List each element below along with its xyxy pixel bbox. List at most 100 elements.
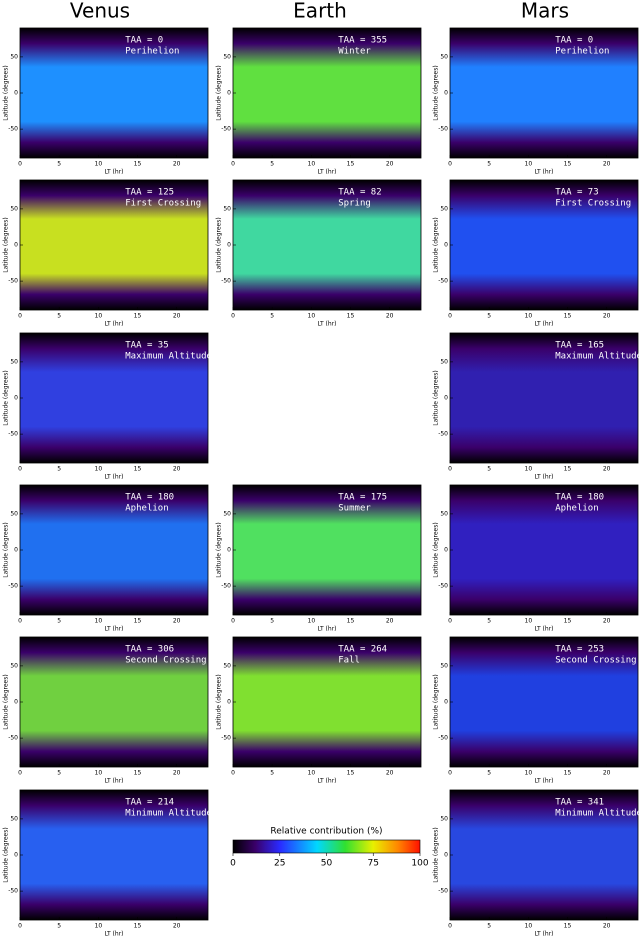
x-tick-label: 15 [347,770,355,777]
annotation: Perihelion [555,47,609,57]
y-tick-label: 50 [440,815,448,822]
x-tick-label: 20 [603,618,611,625]
x-tick-label: 10 [308,770,316,777]
annotation: TAA = 125 [125,188,174,198]
contour-field [19,636,209,768]
x-axis-label: LT (hr) [534,474,553,481]
y-axis-label: Latitude (degrees) [433,674,440,729]
y-tick-label: -50 [438,431,448,438]
y-tick-label: 0 [14,547,18,554]
annotation: Maximum Altitude [125,352,212,362]
annotation: TAA = 264 [338,645,387,655]
x-tick-label: 20 [386,618,394,625]
y-tick-label: 0 [14,852,18,859]
y-tick-label: -50 [221,583,231,590]
y-axis-label: Latitude (degrees) [3,217,10,272]
annotation: TAA = 180 [125,493,174,503]
x-tick-label: 5 [57,313,61,320]
x-tick-label: 10 [308,618,316,625]
y-tick-label: 50 [440,53,448,60]
annotation: TAA = 180 [555,493,604,503]
column-title: Mars [521,0,569,23]
y-tick-label: 50 [223,662,231,669]
colorbar-title: Relative contribution (%) [270,827,382,837]
annotation: Winter [338,47,371,57]
y-tick-label: 50 [223,510,231,517]
y-tick-label: 0 [14,242,18,249]
annotation: TAA = 341 [555,798,604,808]
x-tick-label: 15 [564,466,572,473]
x-tick-label: 10 [95,770,103,777]
x-tick-label: 10 [308,313,316,320]
x-axis-label: LT (hr) [534,778,553,785]
y-tick-label: 0 [444,242,448,249]
x-tick-label: 10 [95,923,103,930]
x-axis-label: LT (hr) [104,626,123,633]
annotation: TAA = 73 [555,188,598,198]
y-tick-label: -50 [438,126,448,133]
x-tick-label: 10 [95,466,103,473]
x-axis-label: LT (hr) [534,169,553,176]
x-tick-label: 15 [134,161,142,168]
y-tick-label: 0 [444,699,448,706]
annotation: TAA = 214 [125,798,174,808]
x-tick-label: 0 [231,770,235,777]
x-tick-label: 15 [134,313,142,320]
y-axis-label: Latitude (degrees) [216,522,223,577]
x-tick-label: 20 [173,923,181,930]
x-tick-label: 0 [448,466,452,473]
contour-field [232,636,422,768]
annotation: Aphelion [555,504,598,514]
y-axis-label: Latitude (degrees) [216,217,223,272]
x-tick-label: 0 [18,313,22,320]
annotation: Second Crossing [555,656,636,666]
annotation: Maximum Altitude [555,352,639,362]
x-tick-label: 15 [564,770,572,777]
y-tick-label: -50 [438,888,448,895]
x-tick-label: 15 [564,161,572,168]
x-tick-label: 20 [603,466,611,473]
y-axis-label: Latitude (degrees) [433,827,440,882]
contour-field [449,789,639,921]
annotation: Aphelion [125,504,168,514]
y-tick-label: 50 [10,510,18,517]
y-tick-label: 50 [10,53,18,60]
y-tick-label: 50 [440,205,448,212]
x-tick-label: 0 [18,923,22,930]
contour-field [449,27,639,159]
x-tick-label: 10 [308,161,316,168]
x-tick-label: 5 [270,313,274,320]
contour-field [232,179,422,311]
annotation: TAA = 82 [338,188,381,198]
x-axis-label: LT (hr) [104,321,123,328]
x-tick-label: 10 [95,313,103,320]
y-axis-label: Latitude (degrees) [216,674,223,729]
x-tick-label: 0 [231,313,235,320]
contour-field [19,484,209,616]
y-tick-label: -50 [438,278,448,285]
y-tick-label: 50 [440,358,448,365]
annotation: TAA = 35 [125,341,168,351]
x-tick-label: 5 [487,313,491,320]
colorbar [232,839,421,854]
y-axis-label: Latitude (degrees) [3,65,10,120]
annotation: TAA = 306 [125,645,174,655]
x-tick-label: 5 [57,770,61,777]
contour-field [19,27,209,159]
x-tick-label: 20 [386,313,394,320]
y-tick-label: 0 [444,547,448,554]
y-tick-label: 50 [223,205,231,212]
y-tick-label: 0 [444,852,448,859]
contour-field [449,484,639,616]
x-tick-label: 5 [487,770,491,777]
x-tick-label: 5 [270,618,274,625]
contour-field [449,636,639,768]
x-tick-label: 20 [173,313,181,320]
x-tick-label: 0 [448,618,452,625]
y-tick-label: -50 [438,735,448,742]
x-tick-label: 5 [57,466,61,473]
y-tick-label: -50 [8,278,18,285]
x-axis-label: LT (hr) [104,169,123,176]
x-tick-label: 0 [448,161,452,168]
y-tick-label: 0 [14,699,18,706]
